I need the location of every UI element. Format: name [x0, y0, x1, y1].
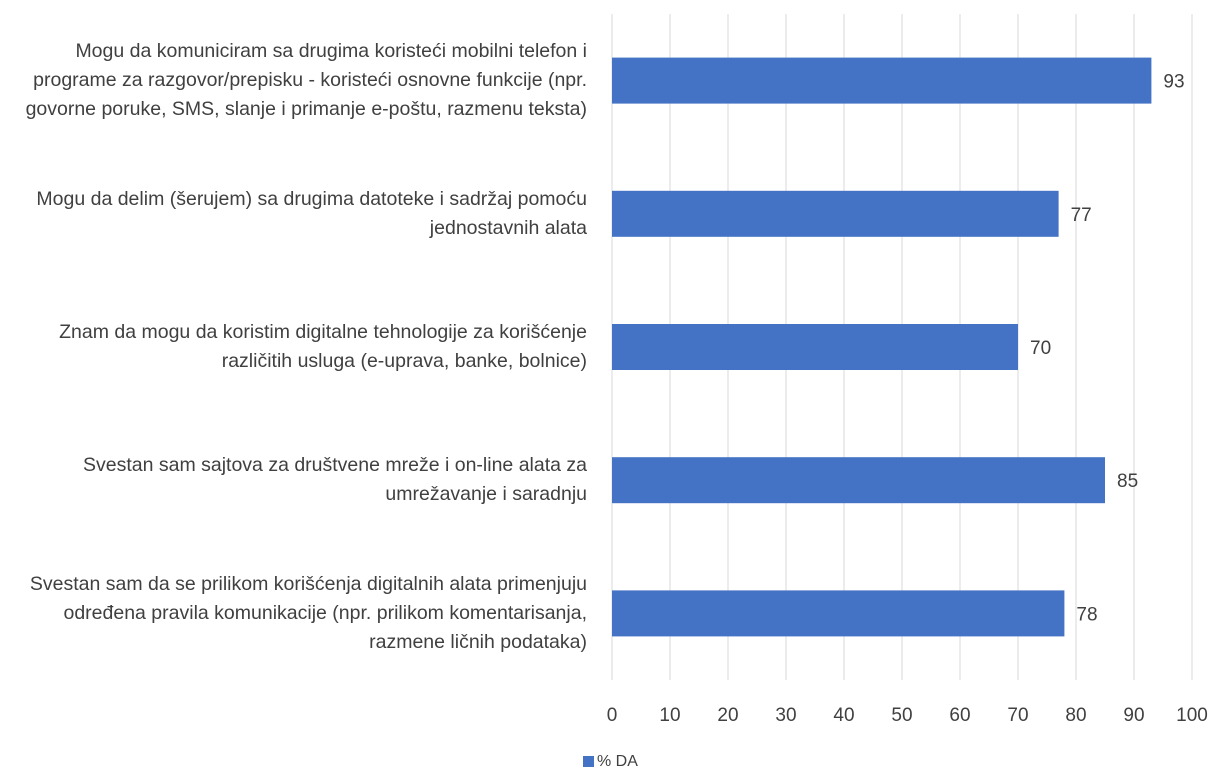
- y-tick-label: Mogu da komuniciram sa drugima koristeći…: [25, 40, 587, 121]
- bar: [612, 190, 1059, 237]
- x-tick-label: 20: [717, 705, 738, 726]
- data-label: 77: [1071, 205, 1092, 226]
- x-tick-label: 70: [1007, 705, 1028, 726]
- legend-label: % DA: [597, 753, 638, 770]
- data-label: 85: [1117, 471, 1138, 492]
- data-label: 78: [1076, 604, 1097, 625]
- y-tick-label: Svestan sam sajtova za društvene mreže i…: [82, 454, 587, 506]
- x-tick-label: 0: [607, 705, 618, 726]
- bar: [612, 457, 1105, 504]
- data-label: 93: [1163, 72, 1184, 93]
- y-tick-label: Znam da mogu da koristim digitalne tehno…: [59, 320, 587, 372]
- x-tick-label: 50: [891, 705, 912, 726]
- bar: [612, 324, 1018, 370]
- x-tick-label: 90: [1123, 705, 1144, 726]
- x-tick-label: 60: [949, 705, 970, 726]
- x-tick-label: 100: [1176, 705, 1208, 726]
- y-tick-label: Svestan sam da se prilikom korišćenja di…: [29, 572, 587, 653]
- x-tick-label: 10: [659, 705, 680, 726]
- x-tick-label: 80: [1065, 705, 1086, 726]
- bar: [612, 57, 1152, 104]
- y-tick-label: Mogu da delim (šerujem) sa drugima datot…: [36, 187, 587, 239]
- legend-swatch: [583, 756, 594, 767]
- x-tick-label: 30: [775, 705, 796, 726]
- data-label: 70: [1030, 338, 1051, 359]
- bar: [612, 590, 1065, 637]
- x-tick-label: 40: [833, 705, 854, 726]
